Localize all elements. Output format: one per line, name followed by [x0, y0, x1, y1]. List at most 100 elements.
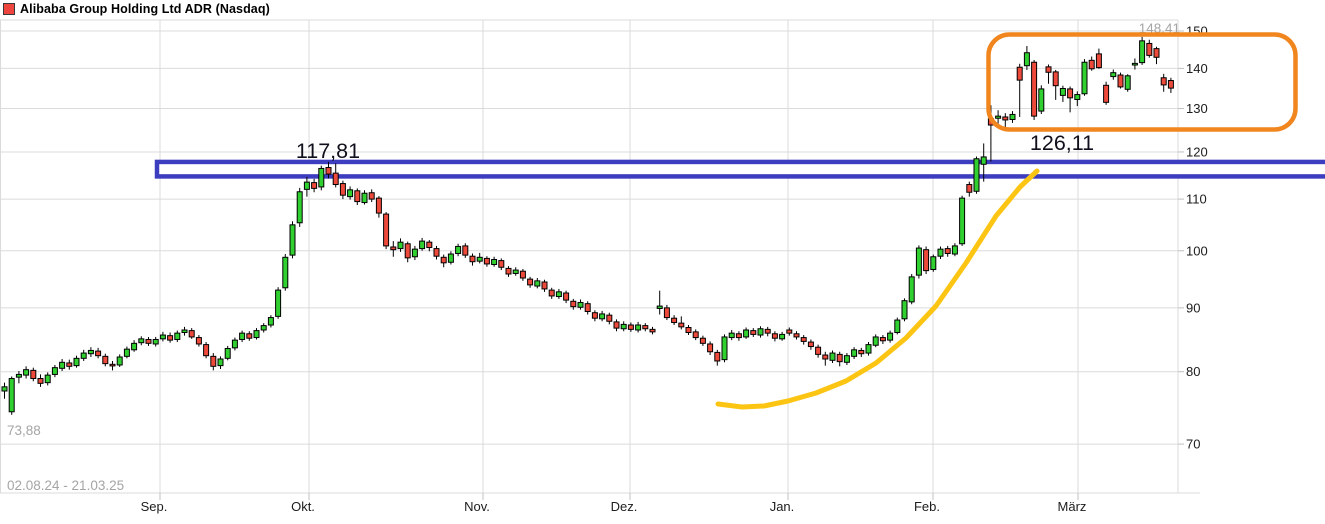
candle-up [131, 342, 138, 351]
candle-down [167, 335, 174, 341]
candle-down [786, 329, 793, 334]
candle-down [707, 343, 714, 353]
candle-down [505, 267, 512, 275]
candle-up [901, 300, 908, 320]
candle-up [181, 329, 188, 334]
trend-curve [715, 168, 1040, 410]
candle-up [260, 325, 267, 331]
candle-up [123, 348, 130, 357]
candle-up [757, 328, 764, 336]
candle-down [771, 333, 778, 339]
candle-down [1095, 53, 1102, 69]
period-low-label: 73,88 [7, 423, 41, 438]
candle-down [30, 369, 37, 380]
candle-down [1002, 116, 1009, 121]
candle-up [224, 347, 231, 359]
candle-up [411, 248, 418, 258]
candle-up [491, 259, 498, 265]
candle-up [239, 332, 246, 340]
y-axis-label: 100 [1186, 243, 1208, 258]
candle-up [728, 332, 735, 339]
candle-up [635, 324, 642, 331]
y-axis-label: 90 [1186, 300, 1200, 315]
candle-up [1139, 40, 1146, 64]
candle-down [440, 256, 447, 264]
candle-down [1052, 71, 1059, 87]
candle-up [1023, 52, 1030, 67]
candle-up [347, 189, 354, 198]
candle-down [37, 378, 44, 384]
candle-down [613, 321, 620, 329]
candle-up [87, 349, 94, 355]
candle-up [1009, 113, 1016, 121]
candle-down [1146, 42, 1153, 56]
candle-down [548, 289, 555, 297]
candle-down [246, 333, 253, 339]
candle-down [541, 281, 548, 290]
y-axis-label: 70 [1186, 437, 1200, 452]
candle-up [1131, 62, 1138, 66]
candle-down [764, 328, 771, 334]
x-axis-label: Okt. [291, 499, 315, 514]
candle-down [815, 346, 822, 355]
candle-down [879, 337, 886, 342]
candle-down [433, 248, 440, 257]
candle-up [1081, 61, 1088, 95]
y-axis-label: 130 [1186, 101, 1208, 116]
candle-down [836, 353, 843, 363]
candle-up [743, 329, 750, 338]
x-axis-label: Nov. [464, 499, 490, 514]
candle-up [15, 373, 22, 378]
watermarks: 148,41 73,88 02.08.24 - 21.03.25 [7, 21, 1180, 493]
candle-down [102, 355, 109, 365]
candle-up [973, 158, 980, 192]
candle-up [779, 333, 786, 340]
candle-up [8, 378, 15, 413]
candle-up [908, 276, 915, 303]
candle-down [375, 197, 382, 214]
candle-down [627, 324, 634, 330]
candle-up [887, 332, 894, 341]
y-axis-label: 80 [1186, 364, 1200, 379]
candle-up [872, 336, 879, 346]
candle-down [750, 330, 757, 335]
candle-up [282, 256, 289, 289]
candle-up [843, 355, 850, 363]
candle-up [59, 361, 66, 369]
candle-down [1067, 88, 1074, 99]
candle-down [678, 322, 685, 328]
candle-up [851, 349, 858, 357]
candle-up [951, 245, 958, 255]
candle-up [419, 240, 426, 250]
candle-up [915, 247, 922, 276]
candle-up [159, 334, 166, 340]
candle-down [1103, 84, 1110, 103]
x-axis-labels: Sep. Okt. Nov. Dez. Jan. Feb. März [141, 499, 1087, 514]
candle-up [555, 291, 562, 298]
candle-up [44, 374, 51, 384]
candle-up [116, 356, 123, 366]
candle-down [966, 184, 973, 193]
candle-down [203, 344, 210, 357]
x-axis-label: Dez. [611, 499, 638, 514]
candle-down [145, 338, 152, 344]
candle-down [462, 245, 469, 256]
candle-down [354, 190, 361, 203]
candle-up [231, 339, 238, 349]
candle-up [289, 224, 296, 256]
candle-down [671, 317, 678, 324]
y-axis-label: 120 [1186, 144, 1208, 159]
candle-up [476, 256, 483, 262]
candle-up [930, 256, 937, 271]
candle-down [649, 328, 656, 333]
candle-down [642, 325, 649, 330]
candle-down [311, 182, 318, 189]
candle-down [714, 351, 721, 362]
candle-up [138, 338, 145, 344]
candle-up [656, 305, 663, 309]
candle-up [455, 245, 462, 254]
candle-down [735, 333, 742, 339]
candle-down [1167, 80, 1174, 89]
